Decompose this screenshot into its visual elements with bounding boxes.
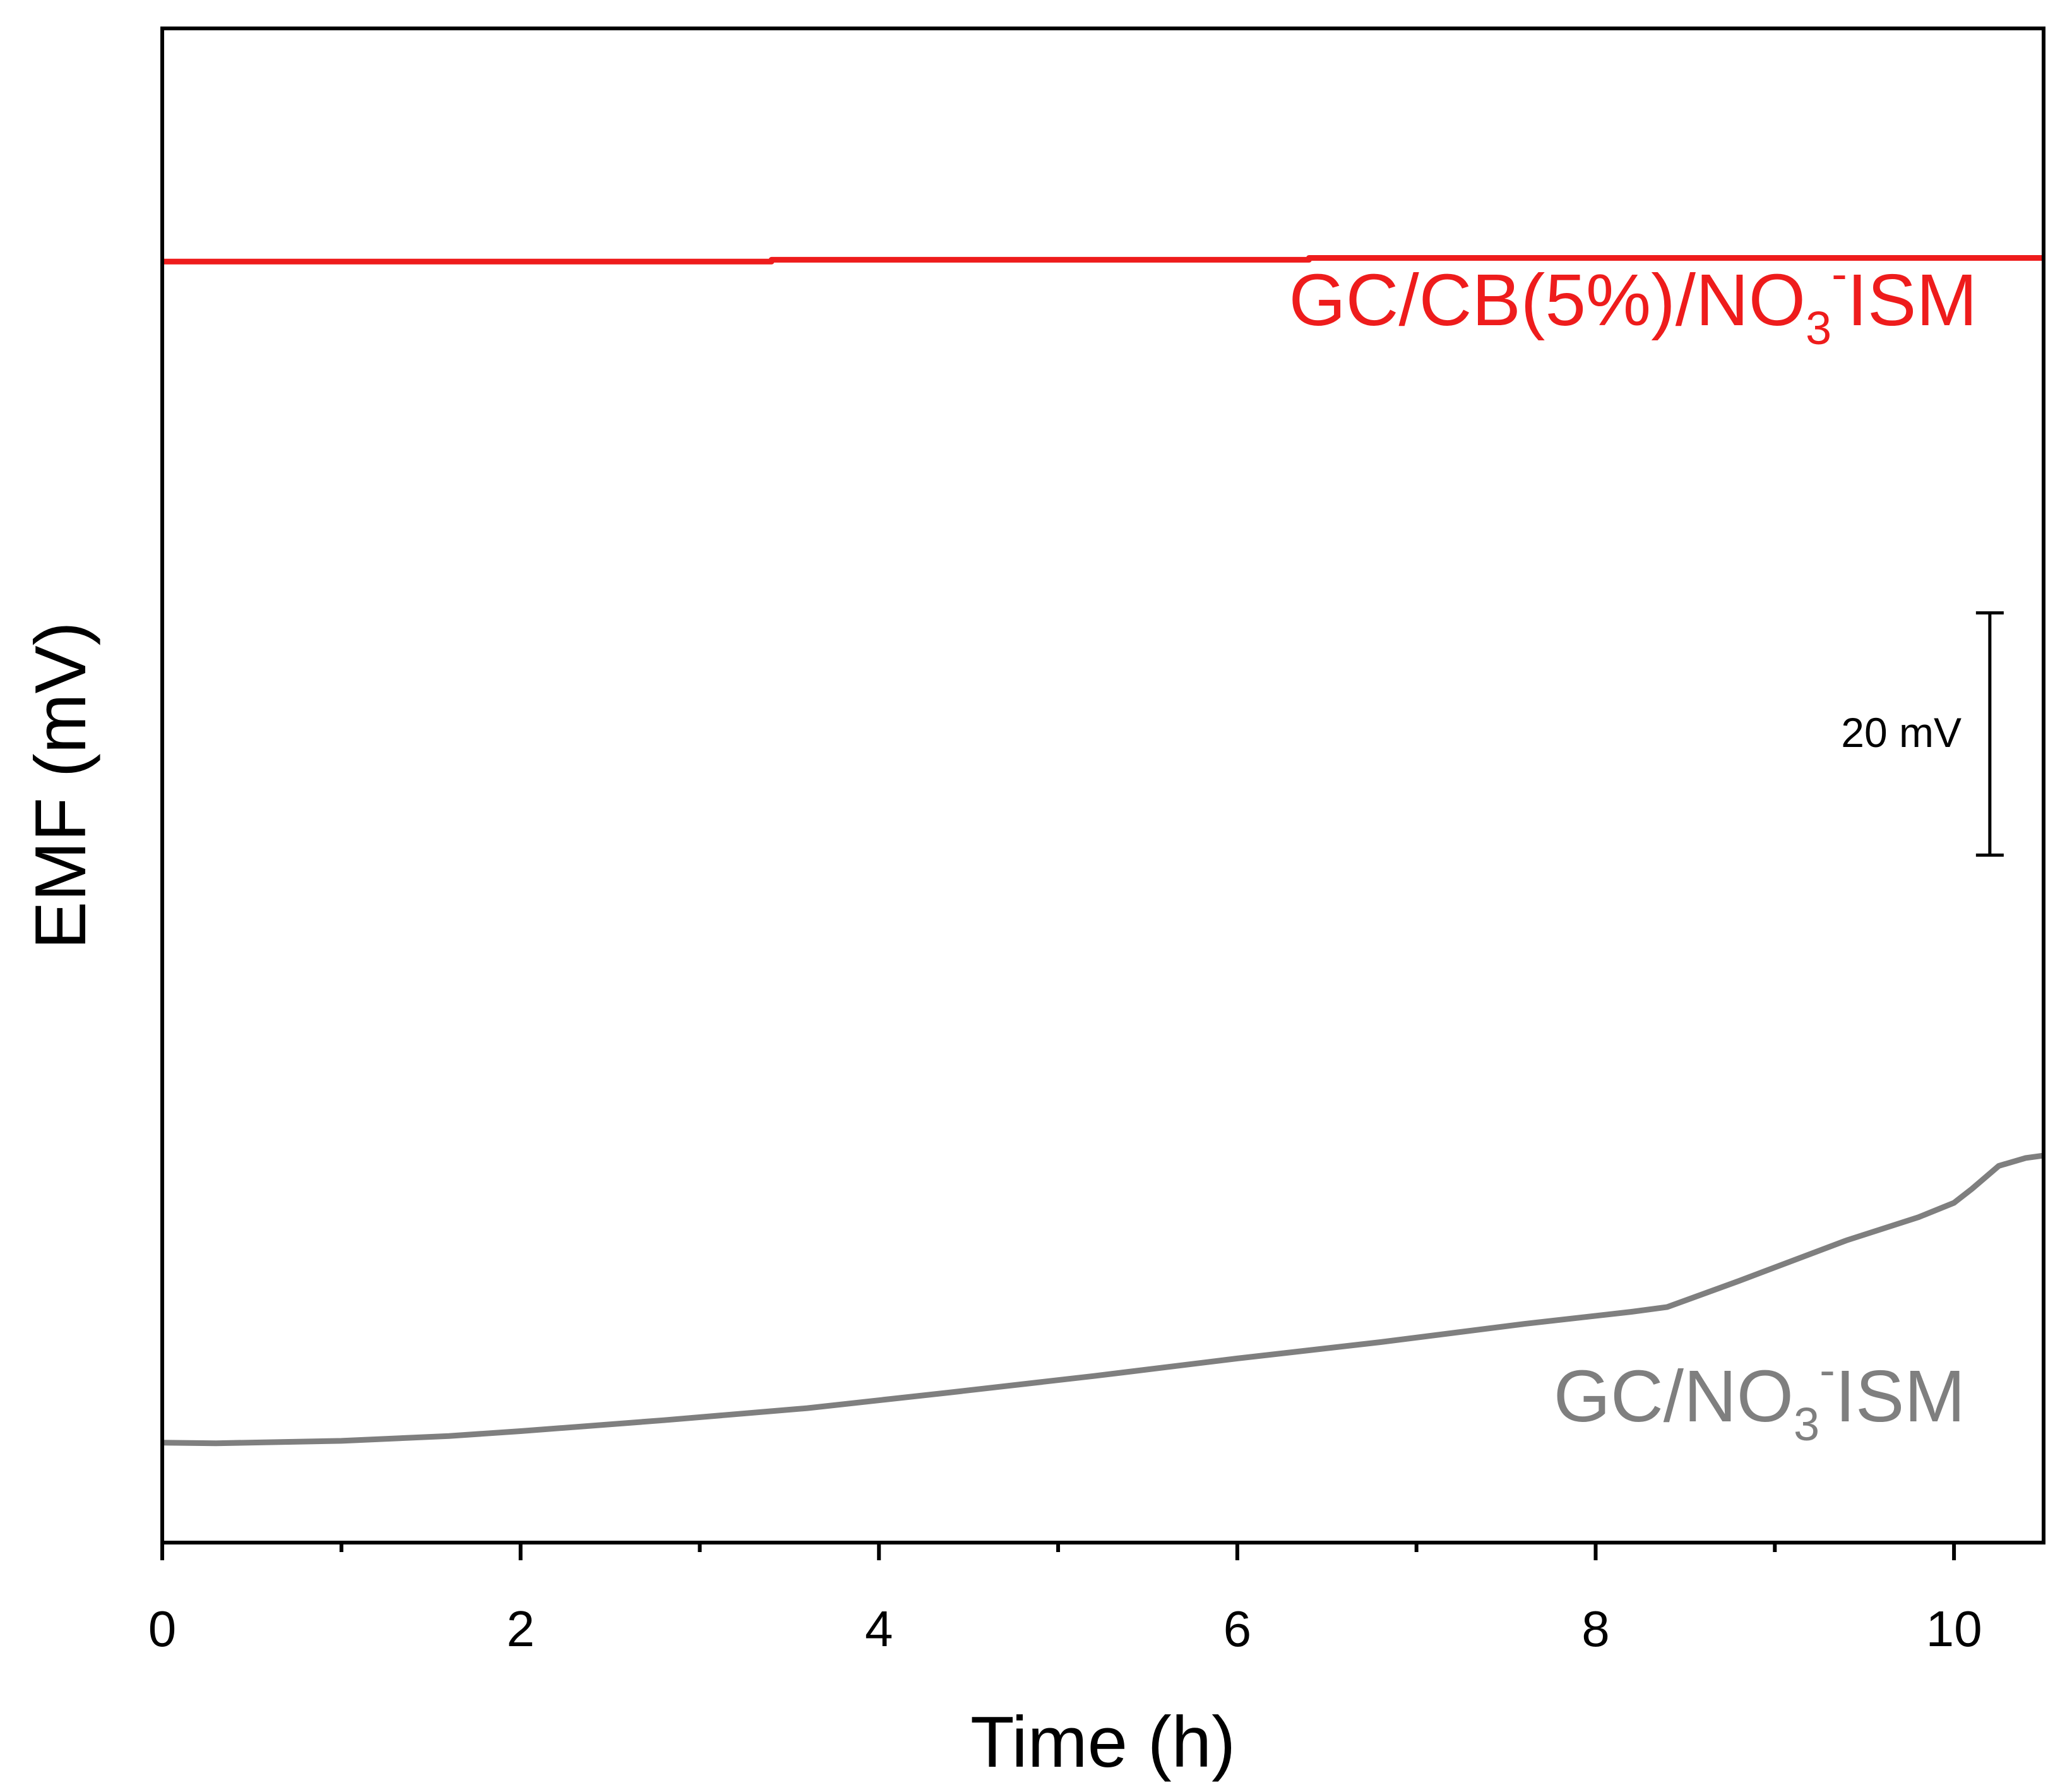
- series-line-0: [162, 255, 2044, 265]
- series-label-1: GC/NO3-ISM: [1554, 1344, 1965, 1450]
- y-axis-label: EMF (mV): [21, 621, 101, 949]
- series-label-tail: ISM: [1835, 1355, 1965, 1437]
- axes-layer: 0 2 4 6 8 10: [148, 27, 2045, 1657]
- series-label-main: GC/CB(5%)/NO: [1289, 259, 1806, 341]
- x-tick-label: 6: [1223, 1601, 1252, 1657]
- series-label-main: GC/NO: [1554, 1355, 1794, 1437]
- x-tick-label: 10: [1926, 1601, 1982, 1657]
- plot-frame: [160, 27, 2045, 1544]
- x-tick-label: 8: [1581, 1601, 1610, 1657]
- series-label-superscript: -: [1819, 1344, 1835, 1396]
- series-label-subscript: 3: [1794, 1398, 1819, 1450]
- labels-layer: Time (h)EMF (mV) 20 mVGC/CB(5%)/NO3-ISMGC…: [21, 248, 2004, 1783]
- x-tick-label: 0: [148, 1601, 177, 1657]
- series-label-superscript: -: [1831, 248, 1847, 300]
- series-label-tail: ISM: [1847, 259, 1977, 341]
- scale-bar-label: 20 mV: [1841, 709, 1962, 756]
- x-axis-label: Time (h): [970, 1702, 1235, 1783]
- series-layer: [162, 255, 2044, 1447]
- series-label-0: GC/CB(5%)/NO3-ISM: [1289, 248, 1977, 354]
- x-tick-label: 2: [506, 1601, 535, 1657]
- series-label-subscript: 3: [1806, 302, 1831, 354]
- series-line-1: [162, 1152, 2044, 1447]
- x-tick-label: 4: [865, 1601, 893, 1657]
